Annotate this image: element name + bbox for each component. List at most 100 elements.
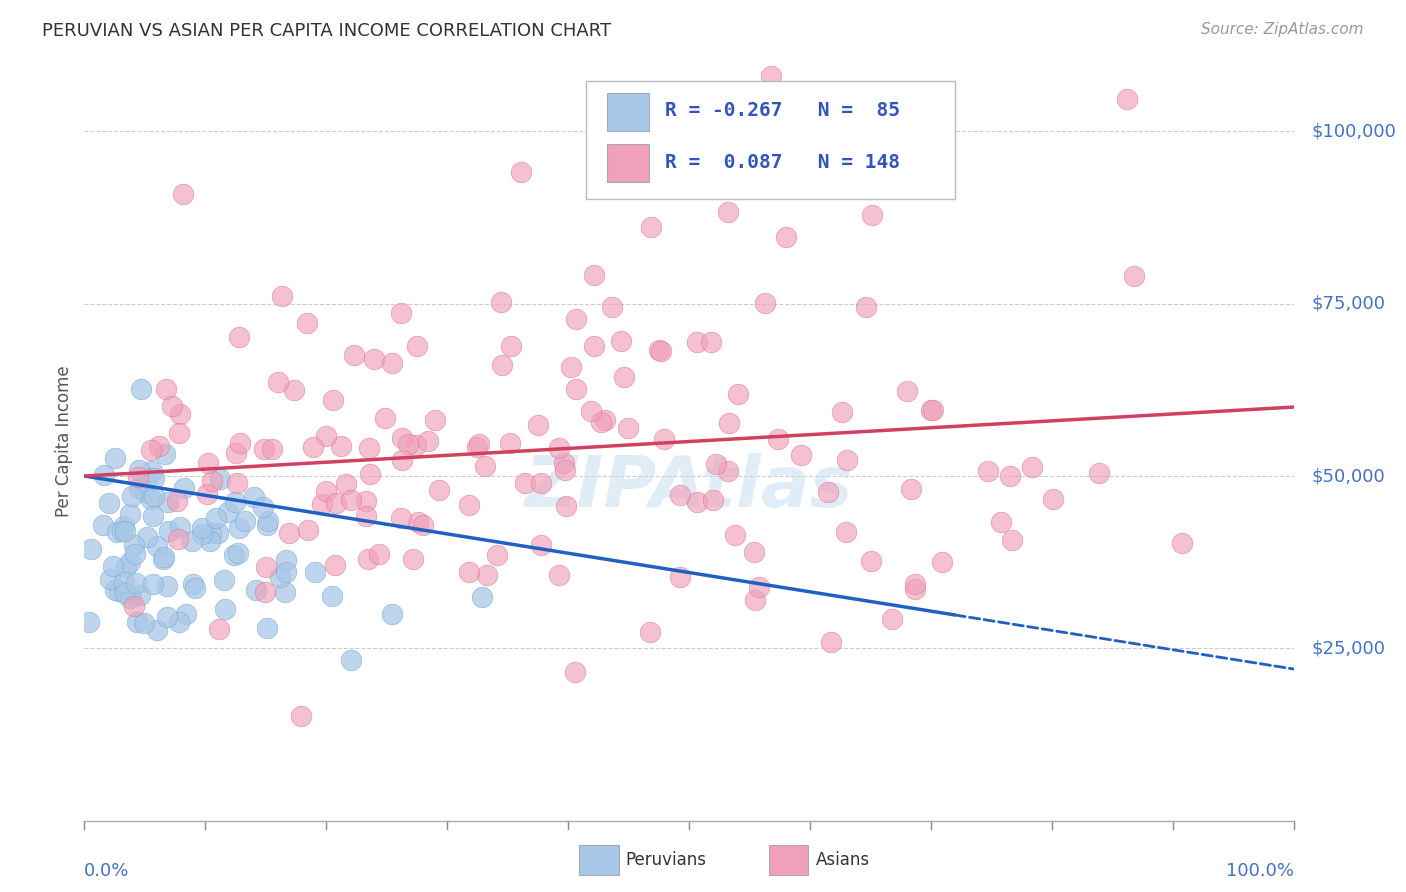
- Point: [744, 593, 766, 607]
- Point: [1001, 533, 1024, 547]
- Point: [269, 569, 291, 583]
- Point: [228, 521, 250, 535]
- Point: [184, 581, 207, 595]
- Point: [125, 615, 148, 629]
- Point: [225, 446, 247, 460]
- Point: [167, 615, 190, 629]
- Point: [143, 489, 166, 503]
- Point: [405, 438, 427, 452]
- Point: [343, 348, 366, 362]
- Point: [257, 514, 280, 528]
- Point: [229, 436, 252, 450]
- Point: [252, 500, 274, 514]
- Point: [724, 528, 747, 542]
- Point: [124, 538, 146, 552]
- Point: [406, 515, 429, 529]
- Point: [254, 559, 277, 574]
- Point: [207, 525, 229, 540]
- Point: [274, 553, 297, 567]
- Point: [167, 533, 190, 547]
- Point: [896, 384, 918, 398]
- Point: [354, 494, 377, 508]
- Point: [166, 494, 188, 508]
- Point: [112, 518, 135, 533]
- Point: [274, 565, 297, 579]
- Point: [122, 599, 145, 613]
- Point: [1088, 466, 1111, 480]
- Text: PERUVIAN VS ASIAN PER CAPITA INCOME CORRELATION CHART: PERUVIAN VS ASIAN PER CAPITA INCOME CORR…: [42, 22, 612, 40]
- Point: [465, 440, 488, 454]
- Point: [458, 565, 481, 579]
- Point: [593, 413, 616, 427]
- Point: [704, 457, 727, 471]
- Point: [685, 334, 707, 349]
- Point: [990, 516, 1012, 530]
- Text: $25,000: $25,000: [1312, 640, 1386, 657]
- Point: [406, 339, 429, 353]
- Point: [183, 576, 205, 591]
- Point: [128, 481, 150, 495]
- Point: [998, 468, 1021, 483]
- Text: $100,000: $100,000: [1312, 122, 1396, 140]
- Point: [761, 69, 783, 83]
- Point: [201, 474, 224, 488]
- Point: [111, 524, 134, 538]
- Point: [245, 583, 267, 598]
- Point: [359, 442, 381, 456]
- Point: [354, 508, 377, 523]
- Point: [474, 458, 496, 473]
- Point: [104, 583, 127, 598]
- Point: [112, 575, 135, 590]
- Point: [669, 488, 692, 502]
- Point: [129, 382, 152, 396]
- Point: [700, 334, 723, 349]
- Point: [274, 584, 297, 599]
- Point: [669, 570, 692, 584]
- Text: R = -0.267   N =  85: R = -0.267 N = 85: [665, 101, 900, 120]
- Point: [359, 467, 381, 481]
- Point: [167, 425, 190, 440]
- Point: [553, 456, 575, 470]
- Point: [191, 521, 214, 535]
- Bar: [607, 93, 650, 130]
- Point: [105, 524, 128, 539]
- Point: [554, 463, 576, 477]
- Point: [754, 295, 776, 310]
- Point: [742, 545, 765, 559]
- Point: [77, 615, 100, 629]
- Point: [931, 556, 953, 570]
- Point: [132, 616, 155, 631]
- Point: [1042, 491, 1064, 506]
- Point: [501, 339, 523, 353]
- Point: [124, 547, 146, 561]
- Point: [278, 526, 301, 541]
- Point: [789, 448, 811, 462]
- Point: [214, 573, 236, 587]
- Point: [148, 439, 170, 453]
- Point: [768, 433, 790, 447]
- Point: [648, 343, 671, 357]
- Point: [226, 475, 249, 490]
- Point: [396, 436, 419, 450]
- Point: [718, 416, 741, 430]
- Point: [602, 300, 624, 314]
- Point: [591, 415, 613, 429]
- Point: [159, 524, 181, 538]
- Point: [640, 220, 662, 235]
- Y-axis label: Per Capita Income: Per Capita Income: [55, 366, 73, 517]
- Point: [1021, 460, 1043, 475]
- Point: [389, 306, 412, 320]
- Point: [142, 509, 165, 524]
- Point: [381, 356, 404, 370]
- Point: [155, 382, 177, 396]
- Point: [831, 405, 853, 419]
- Point: [125, 575, 148, 590]
- Point: [169, 407, 191, 421]
- Point: [91, 518, 114, 533]
- Point: [717, 205, 740, 219]
- Text: 0.0%: 0.0%: [84, 863, 129, 880]
- Point: [256, 621, 278, 635]
- Point: [727, 386, 749, 401]
- Point: [156, 579, 179, 593]
- Point: [489, 295, 512, 310]
